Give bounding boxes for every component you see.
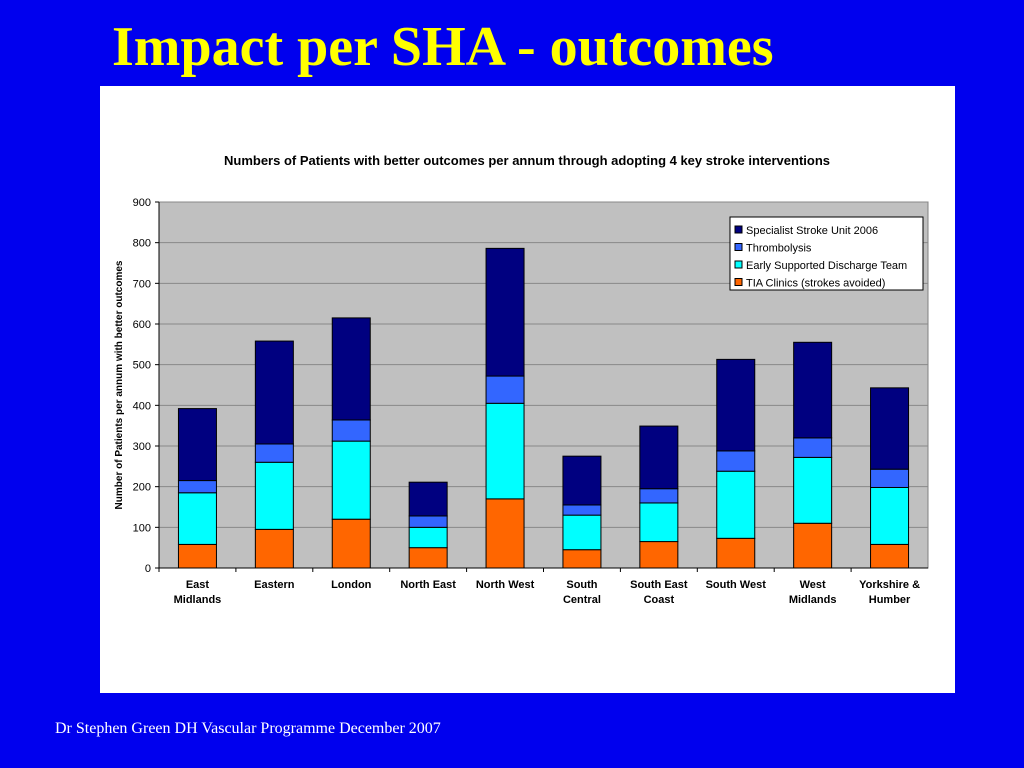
bar-segment: [331, 317, 371, 421]
x-tick-label: East Midlands: [174, 579, 222, 606]
bar-segment: [408, 547, 448, 569]
bar-segment: [331, 440, 371, 520]
legend-swatch: [734, 243, 743, 251]
x-tick-label: London: [331, 579, 372, 591]
legend-label: Early Supported Discharge Team: [746, 260, 907, 272]
bar-segment: [485, 402, 525, 500]
bar-segment: [177, 480, 217, 494]
bar-segment: [639, 425, 679, 490]
bar-segment: [870, 486, 910, 545]
bar-segment: [254, 443, 294, 463]
bar-segment: [793, 341, 833, 439]
bar-segment: [639, 541, 679, 569]
bar-segment: [408, 515, 448, 528]
bar-segment: [639, 502, 679, 543]
y-tick-label: 400: [133, 400, 151, 412]
x-tick-label: South Central: [563, 579, 601, 606]
x-tick-label: Yorkshire & Humber: [859, 579, 920, 606]
x-tick-label: South West: [706, 579, 767, 591]
bar-segment: [793, 456, 833, 524]
x-tick-label-line: Yorkshire &: [859, 579, 920, 591]
bar-segment: [254, 461, 294, 530]
y-tick-label: 900: [133, 197, 151, 209]
bar-segment: [870, 543, 910, 569]
stacked-bar-chart: Numbers of Patients with better outcomes…: [114, 153, 929, 606]
bar-segment: [177, 543, 217, 569]
legend-swatch: [734, 225, 743, 234]
footer-credit: Dr Stephen Green DH Vascular Programme D…: [55, 720, 441, 737]
bar-segment: [562, 504, 602, 516]
y-tick-label: 700: [133, 278, 151, 290]
x-tick-label-line: Humber: [869, 594, 911, 606]
legend-swatch: [734, 278, 743, 286]
x-tick-label-line: Midlands: [789, 594, 837, 606]
bar-segment: [254, 340, 294, 445]
x-tick-label: North East: [400, 579, 456, 591]
y-tick-label: 500: [133, 360, 151, 372]
bar-segment: [177, 492, 217, 545]
x-tick-label-line: London: [331, 579, 372, 591]
y-tick-label: 300: [133, 441, 151, 453]
bar-segment: [177, 408, 217, 482]
y-tick-label: 100: [133, 522, 151, 534]
x-tick-label: South East Coast: [630, 579, 688, 606]
x-tick-label-line: Midlands: [174, 594, 222, 606]
legend-box: [729, 216, 924, 291]
legend-label: Thrombolysis: [746, 243, 812, 255]
y-tick-label: 200: [133, 482, 151, 494]
x-tick-label-line: South East: [630, 579, 688, 591]
y-tick-label: 800: [133, 238, 151, 250]
bar-segment: [408, 481, 448, 517]
slide-title: Impact per SHA - outcomes: [112, 16, 774, 78]
x-tick-label-line: South: [566, 579, 597, 591]
bar-segment: [793, 437, 833, 458]
y-axis-label: Number of Patients per annum with better…: [114, 260, 125, 509]
bar-segment: [562, 455, 602, 506]
legend: Specialist Stroke Unit 2006 Thrombolysis E…: [729, 216, 924, 291]
bar-segment: [485, 375, 525, 404]
bar-segment: [716, 450, 756, 472]
bar-segment: [562, 549, 602, 569]
bar-segment: [870, 387, 910, 470]
bar-segment: [793, 522, 833, 569]
x-tick-label-line: Eastern: [254, 579, 295, 591]
bar-segment: [331, 419, 371, 442]
x-tick-label-line: North East: [400, 579, 456, 591]
y-tick-label: 0: [145, 563, 151, 575]
bar-segment: [254, 528, 294, 569]
x-tick-label-line: Coast: [644, 594, 675, 606]
bar-segment: [331, 518, 371, 569]
bar-segment: [716, 537, 756, 569]
x-tick-label: Eastern: [254, 579, 295, 591]
bar-segment: [485, 498, 525, 569]
x-tick-label: West Midlands: [789, 579, 837, 606]
legend-label: TIA Clinics (strokes avoided): [746, 278, 885, 290]
bar-segment: [639, 488, 679, 504]
bar-segment: [870, 468, 910, 488]
x-tick-label-line: North West: [476, 579, 535, 591]
legend-swatch: [734, 260, 743, 269]
bar-segment: [716, 470, 756, 539]
legend-label: Specialist Stroke Unit 2006: [746, 225, 878, 237]
bar-segment: [485, 247, 525, 377]
x-tick-label: North West: [476, 579, 535, 591]
chart-panel: Numbers of Patients with better outcomes…: [100, 86, 955, 693]
y-tick-label: 600: [133, 319, 151, 331]
x-tick-label-line: South West: [706, 579, 767, 591]
x-tick-label-line: East: [186, 579, 210, 591]
bar-segment: [716, 358, 756, 452]
bar-segment: [408, 526, 448, 549]
x-tick-label-line: Central: [563, 594, 601, 606]
bar-segment: [562, 514, 602, 551]
x-tick-label-line: West: [800, 579, 826, 591]
chart-title: Numbers of Patients with better outcomes…: [224, 153, 830, 168]
